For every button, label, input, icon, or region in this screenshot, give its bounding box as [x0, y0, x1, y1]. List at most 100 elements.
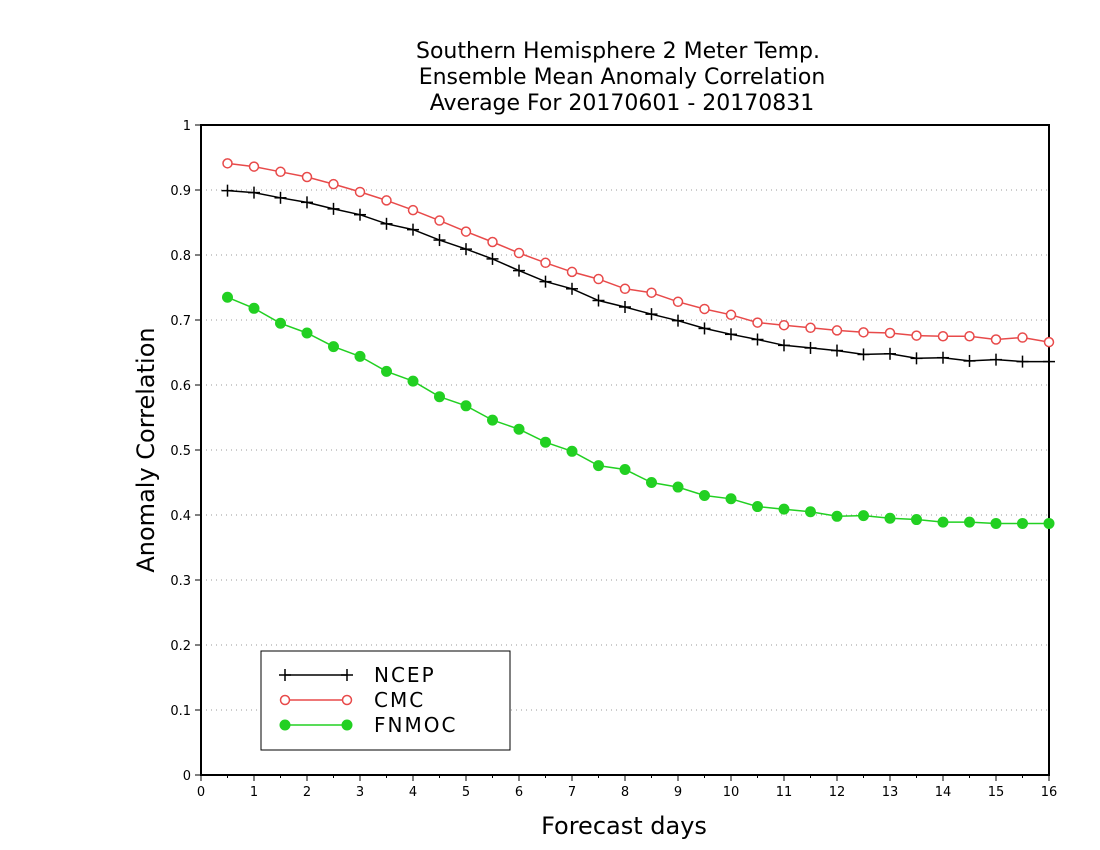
- fnmoc-point: [540, 436, 551, 448]
- ncep-point: [963, 354, 976, 367]
- fnmoc-point: [434, 391, 445, 403]
- x-tick-label: 12: [829, 785, 846, 800]
- fnmoc-point: [619, 464, 631, 475]
- fnmoc-point: [487, 414, 498, 426]
- cmc-point: [990, 334, 1002, 345]
- cmc-point: [831, 325, 843, 336]
- fnmoc-point: [1017, 517, 1028, 529]
- cmc-point: [752, 317, 763, 328]
- x-tick-label: 6: [515, 785, 523, 800]
- ncep-point: [672, 314, 684, 327]
- ncep-point: [433, 234, 446, 247]
- ncep-point: [301, 196, 313, 209]
- legend-label-cmc: CMC: [374, 688, 425, 712]
- x-tick-label: 2: [303, 785, 311, 800]
- cmc-point: [328, 178, 339, 190]
- fnmoc-point: [1043, 517, 1055, 529]
- x-tick-label: 4: [409, 785, 417, 800]
- x-tick-label: 0: [197, 785, 205, 800]
- cmc-point: [619, 283, 631, 295]
- fnmoc-point: [381, 365, 392, 377]
- cmc-point: [540, 257, 551, 269]
- cmc-point: [301, 171, 313, 183]
- fnmoc-point: [858, 510, 869, 522]
- fnmoc-point: [778, 503, 790, 515]
- fnmoc-line: [227, 296, 1049, 525]
- ncep-point: [1043, 355, 1055, 368]
- cmc-point: [381, 195, 392, 206]
- ncep-point: [751, 333, 764, 346]
- ncep-point: [910, 352, 923, 365]
- x-tick-label: 16: [1041, 785, 1058, 800]
- plot-frame: [200, 124, 1050, 776]
- series-lines: [221, 158, 1055, 529]
- y-tick-label: 0.3: [170, 574, 191, 589]
- cmc-point: [778, 319, 790, 331]
- ncep-point: [407, 223, 419, 236]
- cmc-point: [725, 309, 737, 321]
- x-tick-label: 7: [568, 785, 576, 800]
- ncep-point: [566, 282, 578, 295]
- chart-title: Southern Hemisphere 2 Meter Temp. Ensemb…: [416, 39, 825, 116]
- fnmoc-point: [248, 302, 260, 314]
- y-tick-label: 0.4: [170, 509, 191, 524]
- series-fnmoc: [222, 291, 1055, 529]
- cmc-point: [460, 226, 472, 237]
- ncep-point: [354, 208, 366, 221]
- y-tick-label: 0.8: [170, 249, 191, 264]
- ncep-point: [513, 264, 525, 277]
- ncep-point: [778, 339, 790, 352]
- x-tick-label: 5: [462, 785, 470, 800]
- cmc-point: [1017, 332, 1028, 343]
- fnmoc-point: [672, 481, 684, 493]
- fnmoc-point: [222, 291, 233, 303]
- y-tick-label: 0: [183, 769, 191, 784]
- cmc-point: [699, 303, 710, 315]
- y-tick-label: 0.9: [170, 184, 191, 199]
- x-tick-label: 3: [356, 785, 364, 800]
- ncep-point: [248, 186, 260, 199]
- fnmoc-point: [911, 514, 922, 526]
- fnmoc-point: [275, 317, 286, 329]
- y-tick-label: 0.5: [170, 444, 191, 459]
- cmc-point: [593, 273, 604, 285]
- ncep-point: [486, 252, 499, 265]
- x-axis-title: Forecast days: [541, 812, 707, 840]
- fnmoc-point: [752, 501, 763, 513]
- cmc-point: [566, 266, 578, 278]
- gridlines: [201, 189, 1049, 711]
- x-tick-label: 13: [882, 785, 899, 800]
- ncep-point: [804, 341, 817, 354]
- fnmoc-point: [566, 445, 578, 457]
- cmc-point: [222, 158, 233, 169]
- cmc-point: [805, 322, 816, 334]
- cmc-point: [964, 331, 975, 342]
- ncep-point: [831, 344, 843, 357]
- y-tick-label: 0.1: [170, 704, 191, 719]
- x-tick-label: 8: [621, 785, 629, 800]
- x-tick-label: 14: [935, 785, 952, 800]
- y-tick-label: 0.6: [170, 379, 191, 394]
- ncep-point: [592, 294, 605, 307]
- cmc-point: [672, 296, 684, 308]
- ncep-point: [539, 275, 552, 288]
- ncep-point: [460, 243, 472, 256]
- ncep-point: [380, 217, 393, 230]
- ncep-line: [227, 189, 1049, 363]
- fnmoc-point: [593, 460, 604, 472]
- legend-marker-fnmoc: [341, 719, 353, 731]
- legend-label-fnmoc: FNMOC: [374, 713, 457, 737]
- y-axis-title: Anomaly Correlation: [132, 327, 160, 572]
- legend-marker-cmc: [341, 694, 353, 706]
- fnmoc-point: [805, 506, 816, 518]
- x-tick-label: 1: [250, 785, 258, 800]
- x-tick-label: 15: [988, 785, 1005, 800]
- fnmoc-point: [407, 375, 419, 387]
- fnmoc-point: [831, 510, 843, 522]
- ncep-point: [221, 184, 234, 197]
- legend-label-ncep: NCEP: [374, 663, 436, 687]
- y-tick-label: 0.2: [170, 639, 191, 654]
- fnmoc-point: [354, 350, 366, 362]
